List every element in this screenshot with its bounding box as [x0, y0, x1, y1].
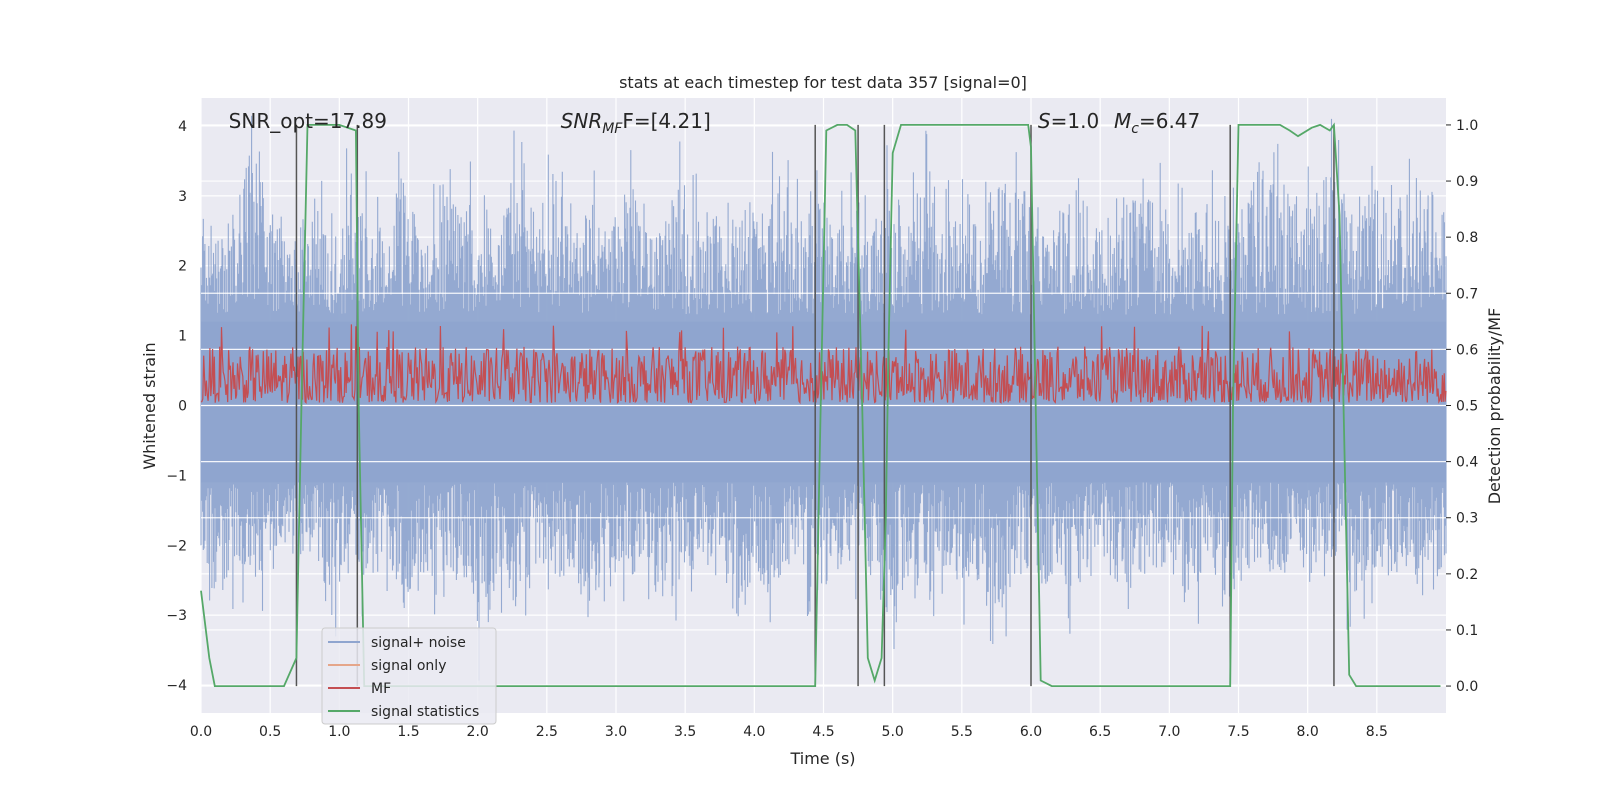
y-tick-label: −4: [166, 678, 187, 694]
y-tick-label: −2: [166, 538, 187, 554]
annotations: SNR_opt=17.89 SNRMFF=[4.21] S=1.0 Mc=6.47: [229, 109, 1201, 137]
y2-tick-label: 0.9: [1456, 174, 1478, 190]
y-tick-label: 1: [178, 329, 187, 345]
legend-label: signal+ noise: [371, 635, 466, 651]
y2-tick-label: 0.3: [1456, 511, 1478, 527]
series-mf: [200, 324, 1447, 405]
y2-axis-label: Detection probability/MF: [1485, 308, 1504, 505]
x-tick-label: 1.5: [397, 724, 419, 740]
tick-labels: 0.0 0.5 1.0 1.5 2.0 2.5 3.0 3.5 4.0 4.5 5.0 5.5 6.0 6…: [166, 118, 1478, 740]
legend-label: MF: [371, 681, 391, 697]
x-tick-label: 3.5: [674, 724, 696, 740]
x-axis-label: Time (s): [789, 749, 855, 768]
x-tick-label: 2.0: [467, 724, 489, 740]
legend: signal+ noise signal only MF signal statist…: [321, 627, 497, 725]
signal-noise-core: [201, 321, 1446, 483]
x-tick-label: 7.0: [1158, 724, 1180, 740]
x-tick-label: 2.5: [536, 724, 558, 740]
x-tick-label: 4.0: [743, 724, 765, 740]
y2-tick-label: 0.0: [1456, 679, 1478, 695]
x-tick-label: 5.5: [951, 724, 973, 740]
y2-tick-label: 0.2: [1456, 567, 1478, 583]
y-tick-label: 3: [178, 189, 187, 205]
y-tick-label: 0: [178, 399, 187, 415]
legend-box: [321, 627, 497, 725]
y-axis-label: Whitened strain: [140, 342, 159, 469]
series-signal-statistics: [200, 122, 1441, 687]
annotation-text: Mc=6.47: [1114, 109, 1200, 137]
x-tick-label: 5.0: [882, 724, 904, 740]
y2-tick-label: 0.4: [1456, 455, 1478, 471]
series-signal-noise: [200, 115, 1447, 681]
y-tick-label: 2: [178, 259, 187, 275]
x-tick-label: 7.5: [1227, 724, 1249, 740]
legend-label: signal only: [371, 658, 446, 674]
y2-tick-label: 0.1: [1456, 623, 1478, 639]
x-tick-label: 8.5: [1366, 724, 1388, 740]
annotation-text: S=1.0: [1038, 109, 1099, 133]
mf-trace: [200, 324, 1447, 405]
x-tick-label: 4.5: [812, 724, 834, 740]
signal-statistics-trace: [200, 122, 1441, 687]
y2-tick-label: 0.6: [1456, 342, 1478, 358]
y2-tick-label: 0.7: [1456, 286, 1478, 302]
y2-tick-label: 1.0: [1456, 118, 1478, 134]
x-tick-label: 1.0: [328, 724, 350, 740]
y-tick-label: −3: [166, 608, 187, 624]
y2-tick-label: 0.5: [1456, 399, 1478, 415]
y-tick-label: 4: [178, 119, 187, 135]
annotation-text: SNR_opt=17.89: [229, 109, 387, 133]
x-tick-label: 3.0: [605, 724, 627, 740]
x-tick-label: 8.0: [1297, 724, 1319, 740]
legend-label: signal statistics: [371, 704, 479, 720]
x-tick-label: 6.0: [1020, 724, 1042, 740]
y2-tick-label: 0.8: [1456, 230, 1478, 246]
chart-title: stats at each timestep for test data 357…: [619, 73, 1027, 92]
x-tick-label: 0.5: [259, 724, 281, 740]
y-tick-label: −1: [166, 468, 187, 484]
x-tick-label: 0.0: [190, 724, 212, 740]
annotation-text: SNRMFF=[4.21]: [561, 109, 711, 137]
x-tick-label: 6.5: [1089, 724, 1111, 740]
